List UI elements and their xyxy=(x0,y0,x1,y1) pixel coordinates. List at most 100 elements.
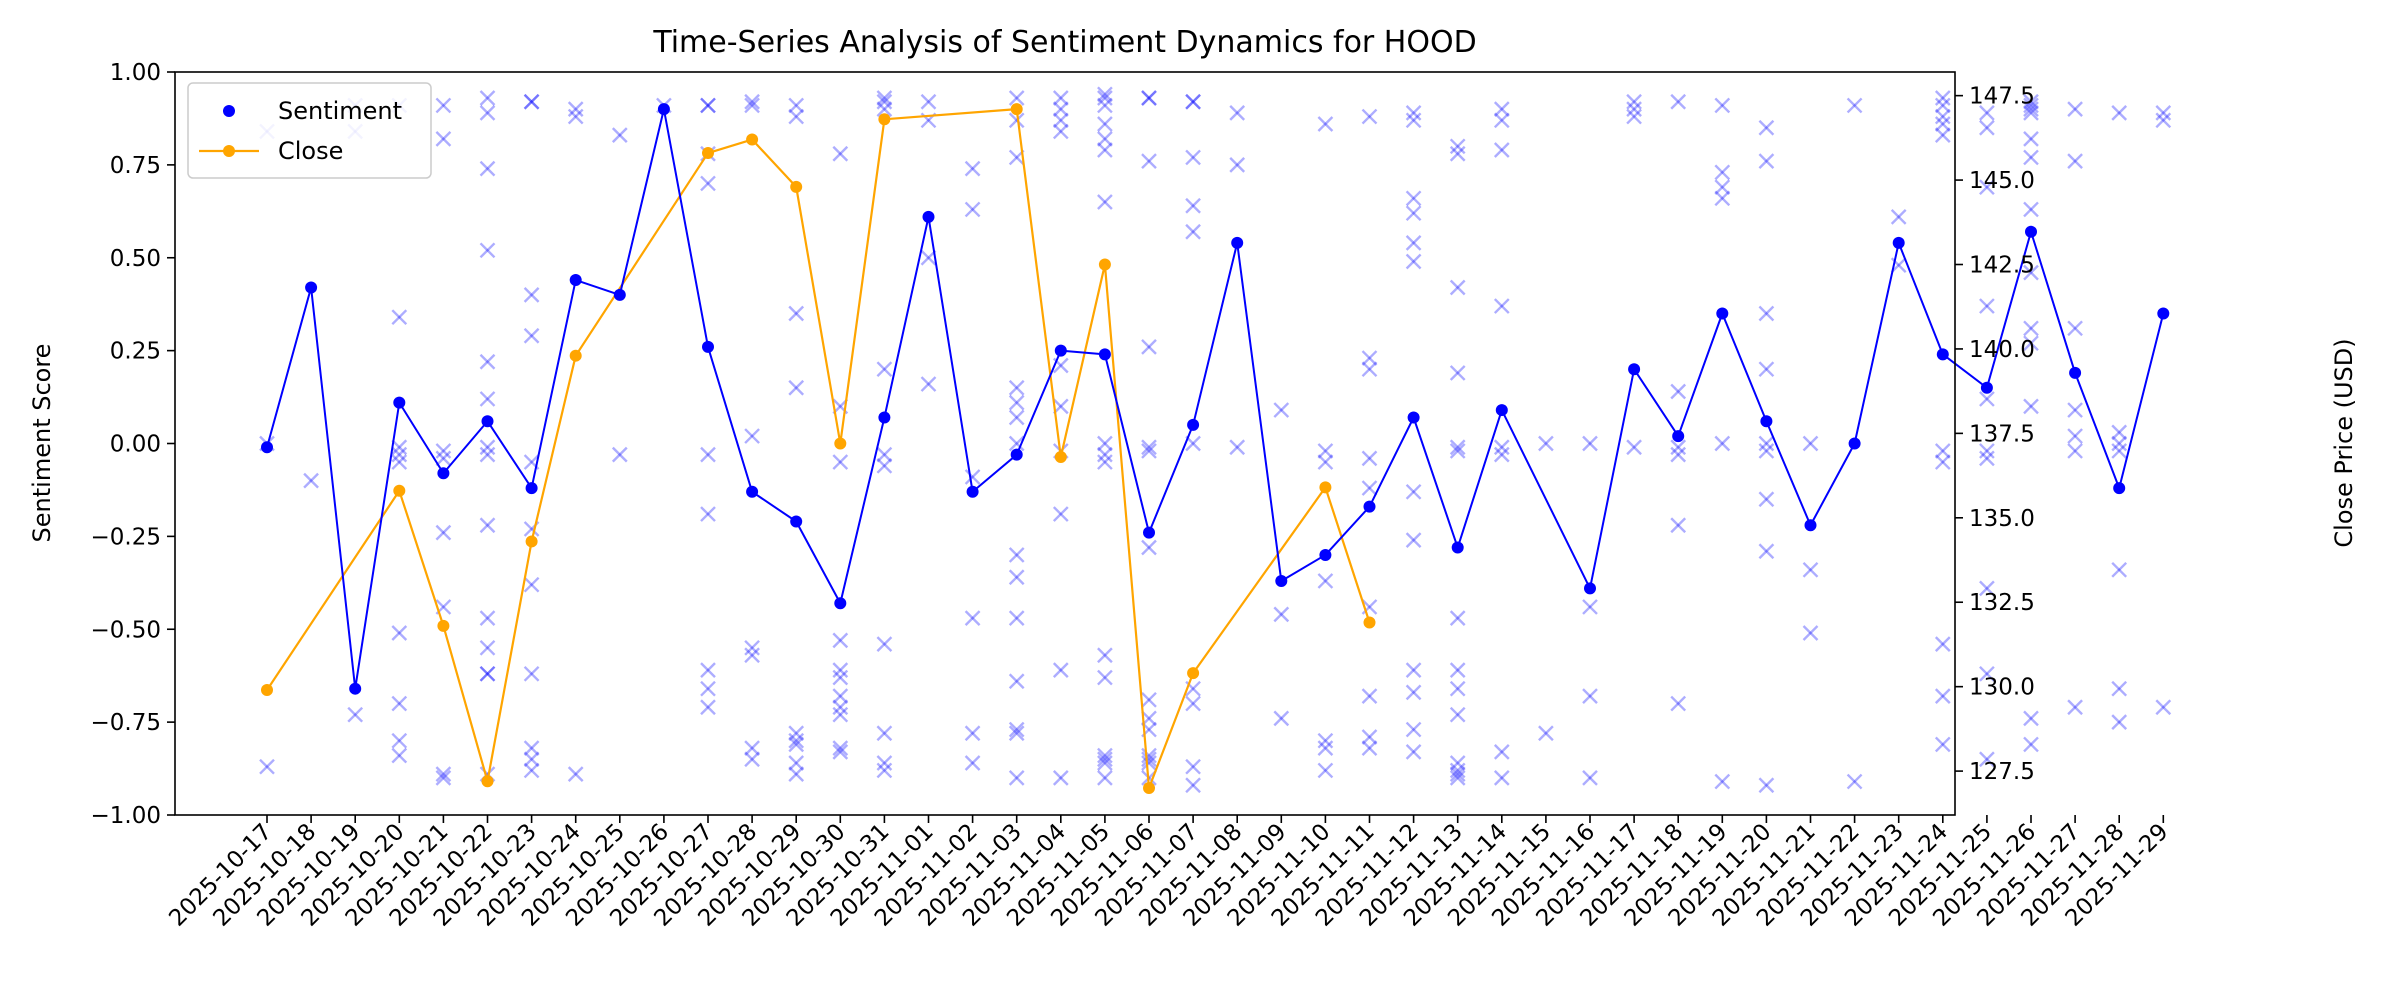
scatter-point-stroke xyxy=(1449,439,1466,456)
scatter-point-stroke xyxy=(1449,680,1466,697)
scatter-point-stroke xyxy=(744,93,760,110)
scatter-point xyxy=(1141,443,1157,459)
scatter-point-stroke xyxy=(1670,446,1687,463)
scatter-point-stroke xyxy=(1979,391,1995,407)
scatter-point-stroke xyxy=(788,755,805,771)
scatter-point-stroke xyxy=(1317,454,1334,470)
scatter-point-stroke xyxy=(1758,491,1775,508)
scatter-point xyxy=(744,751,760,768)
scatter-point-stroke xyxy=(523,740,540,756)
scatter-point-stroke xyxy=(523,751,540,768)
scatter-point xyxy=(1097,755,1113,771)
scatter-point-stroke xyxy=(1317,732,1334,749)
scatter-point xyxy=(2111,561,2128,578)
scatter-point xyxy=(479,639,496,656)
scatter-point-stroke xyxy=(1097,755,1113,771)
scatter-point xyxy=(1008,90,1025,106)
scatter-point xyxy=(1626,101,1642,117)
scatter-point-stroke xyxy=(964,725,981,742)
scatter-point-stroke xyxy=(1758,777,1775,794)
scatter-point-stroke xyxy=(1185,223,1201,240)
y2-tick-label: 142.5 xyxy=(1969,253,2035,279)
scatter-point-stroke xyxy=(1493,298,1510,314)
scatter-point xyxy=(1008,112,1025,129)
scatter-point-stroke xyxy=(523,751,540,768)
scatter-point-stroke xyxy=(1317,573,1334,589)
scatter-point-stroke xyxy=(1317,116,1334,132)
scatter-point xyxy=(2023,736,2039,753)
scatter-point xyxy=(1449,279,1466,296)
scatter-point-stroke xyxy=(1097,770,1113,786)
scatter-point-stroke xyxy=(1008,379,1025,396)
sentiment-point xyxy=(746,485,759,498)
close-point xyxy=(790,180,803,193)
scatter-point xyxy=(1361,688,1378,704)
scatter-point xyxy=(1097,751,1113,768)
scatter-point-stroke xyxy=(1802,625,1819,641)
scatter-point xyxy=(744,639,760,656)
scatter-point-stroke xyxy=(1934,443,1951,459)
scatter-point-stroke xyxy=(567,766,584,782)
legend-box xyxy=(187,82,432,179)
scatter-point-stroke xyxy=(1979,443,1995,459)
sentiment-point xyxy=(2113,482,2126,495)
scatter-point-stroke xyxy=(435,770,452,786)
scatter-point-stroke xyxy=(744,639,760,656)
scatter-point xyxy=(744,428,760,444)
scatter-point xyxy=(788,755,805,771)
scatter-point-stroke xyxy=(1934,736,1951,753)
scatter-point-stroke xyxy=(700,662,716,678)
scatter-point-stroke xyxy=(832,706,849,723)
scatter-point-stroke xyxy=(1141,339,1157,355)
scatter-point xyxy=(1449,443,1466,459)
scatter-point-stroke xyxy=(1758,153,1775,170)
scatter-point-stroke xyxy=(1141,710,1157,727)
close-point xyxy=(437,619,450,632)
scatter-point xyxy=(1846,773,1863,790)
scatter-point-stroke xyxy=(1493,439,1510,456)
scatter-point xyxy=(479,665,496,682)
scatter-point-stroke xyxy=(1141,439,1157,456)
scatter-point-stroke xyxy=(1670,439,1687,456)
scatter-point-stroke xyxy=(1097,770,1113,786)
scatter-point-stroke xyxy=(1185,149,1201,166)
scatter-point-stroke xyxy=(1714,97,1731,114)
scatter-point-stroke xyxy=(391,747,408,764)
scatter-point-stroke xyxy=(2111,561,2128,578)
scatter-point xyxy=(2023,93,2039,110)
scatter-point-stroke xyxy=(788,736,805,753)
scatter-point xyxy=(1979,751,1995,768)
scatter-point-stroke xyxy=(391,454,408,470)
scatter-point-stroke xyxy=(1979,450,1995,467)
scatter-point-stroke xyxy=(1052,101,1069,117)
scatter-point-stroke xyxy=(1626,93,1642,110)
scatter-point-stroke xyxy=(700,506,716,522)
sentiment-point xyxy=(657,103,670,116)
sentiment-point xyxy=(525,482,538,495)
scatter-point-stroke xyxy=(2067,320,2083,337)
sentiment-point xyxy=(1319,548,1332,561)
scatter-point-stroke xyxy=(479,517,496,534)
scatter-point-stroke xyxy=(700,97,716,114)
scatter-point xyxy=(1758,119,1775,136)
scatter-point xyxy=(1097,97,1113,114)
sentiment-point xyxy=(1936,348,1949,361)
scatter-point-stroke xyxy=(1317,762,1334,779)
scatter-point-stroke xyxy=(479,517,496,534)
scatter-point xyxy=(1934,636,1951,652)
scatter-point-stroke xyxy=(920,376,937,392)
scatter-point xyxy=(1670,446,1687,463)
sentiment-point xyxy=(878,411,891,424)
scatter-point-stroke xyxy=(744,428,760,444)
y2-tick-label: 132.5 xyxy=(1969,590,2035,616)
scatter-point-stroke xyxy=(1273,710,1290,727)
scatter-point-stroke xyxy=(2023,398,2039,415)
scatter-point xyxy=(1097,435,1113,452)
scatter-point xyxy=(1273,606,1290,623)
scatter-point xyxy=(876,725,893,742)
scatter-point-stroke xyxy=(1141,443,1157,459)
scatter-point-stroke xyxy=(1141,90,1157,106)
scatter-point xyxy=(1449,762,1466,779)
scatter-point xyxy=(1052,398,1069,415)
scatter-point-stroke xyxy=(347,706,364,723)
